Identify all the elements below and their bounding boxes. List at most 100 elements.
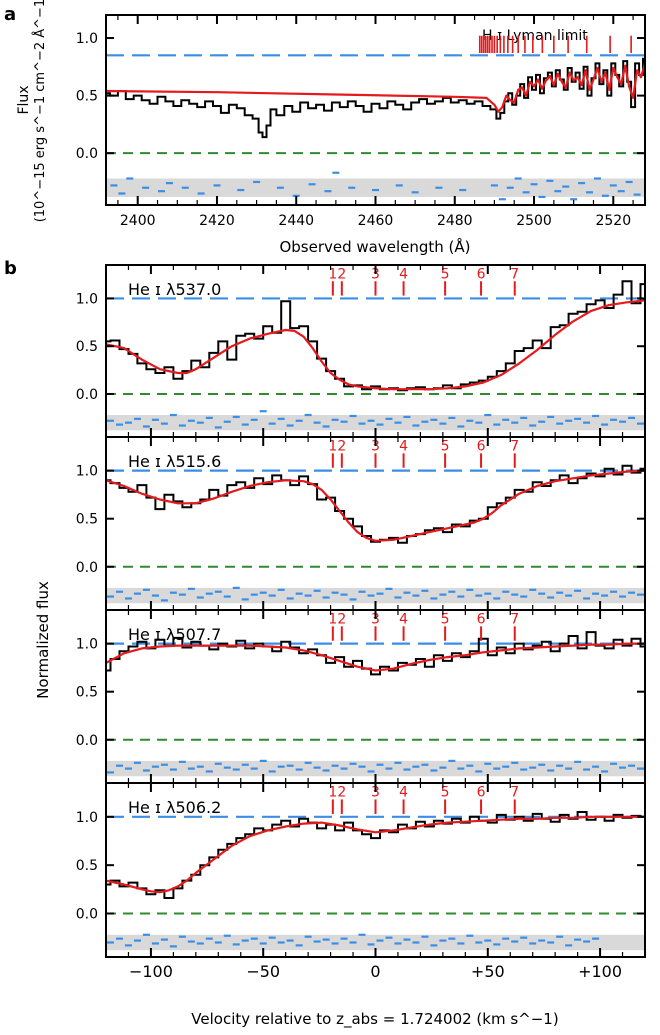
x-tick-label: 2420 (199, 213, 235, 229)
residual-band (106, 587, 645, 604)
panel-a-ylabel-main: Flux (16, 85, 32, 114)
x-tick-label: 2500 (516, 213, 552, 229)
component-label: 1 (328, 785, 337, 801)
residual-band (106, 760, 645, 777)
component-label: 3 (371, 611, 380, 627)
panel-b-ylabel: Normalized flux (34, 581, 52, 699)
subplot-2: 1 2 3 4 5 6 7 He ɪ λ515.6 0.0 0.5 1.0 (76, 436, 646, 611)
model-series (106, 815, 645, 894)
x-tick-label: 2480 (437, 213, 473, 229)
component-label: 7 (510, 438, 519, 454)
model-series (106, 299, 645, 391)
y-tick-label: 0.0 (76, 146, 98, 162)
y-tick-label: 0.0 (76, 560, 98, 576)
y-tick-label: 0.5 (76, 339, 98, 355)
subplot-1: 1 2 3 4 5 6 7 He ɪ λ537.0 0.0 0.5 1.0 (76, 264, 646, 438)
residual-points (106, 933, 600, 948)
residual-band (106, 934, 645, 951)
model-series (106, 642, 645, 672)
component-label: 3 (371, 438, 380, 454)
y-tick-label: 0.5 (76, 685, 98, 701)
y-tick-label: 0.5 (76, 512, 98, 528)
component-label: 7 (510, 785, 519, 801)
panel-b-ylabel-group: Normalized flux (34, 581, 52, 699)
component-label: 5 (441, 438, 450, 454)
lyman-markers (478, 35, 632, 53)
residual-points (106, 759, 645, 774)
subplot-3: 1 2 3 4 5 6 7 He ɪ λ507.7 0.0 0.5 1.0 (76, 609, 646, 784)
component-label: 4 (399, 785, 408, 801)
residual-points (106, 410, 645, 429)
component-label: 2 (337, 438, 346, 454)
line-label: He ɪ λ506.2 (128, 798, 221, 817)
residual-points (106, 586, 645, 602)
model-series (106, 63, 645, 113)
panel-a-ylabel-units: (10^−15 erg s^−1 cm^−2 Å^−1) (32, 0, 48, 222)
component-label: 4 (399, 266, 408, 282)
x-tick-label: +100 (578, 962, 622, 981)
component-label: 1 (328, 266, 337, 282)
x-tick-label: 2520 (595, 213, 631, 229)
line-label: He ɪ λ537.0 (128, 280, 221, 299)
y-tick-label: 1.0 (76, 464, 98, 480)
residual-band (106, 178, 645, 197)
component-label: 6 (477, 438, 486, 454)
model-series (106, 469, 645, 542)
x-tick-label: −100 (129, 962, 173, 981)
component-label: 3 (371, 266, 380, 282)
y-tick-label: 1.0 (76, 291, 98, 307)
component-label: 6 (477, 266, 486, 282)
residual-points (110, 171, 641, 201)
flux-series (106, 57, 645, 139)
component-label: 2 (337, 266, 346, 282)
line-label: He ɪ λ507.7 (128, 625, 221, 644)
component-label: 6 (477, 785, 486, 801)
component-label: 2 (337, 611, 346, 627)
component-label: 5 (441, 266, 450, 282)
component-label: 4 (399, 611, 408, 627)
component-label: 5 (441, 611, 450, 627)
flux-series (106, 631, 645, 676)
panel-a-label: a (4, 4, 16, 25)
subplot-inner (106, 35, 645, 201)
component-label: 7 (510, 611, 519, 627)
component-label: 6 (477, 611, 486, 627)
subplot-4: 1 2 3 4 5 6 7 He ɪ λ506.2 0.0 0.5 1.0 −100 −50 0 +50 +1… (76, 782, 646, 981)
component-label: 4 (399, 438, 408, 454)
x-tick-label: 2460 (358, 213, 394, 229)
component-label: 5 (441, 785, 450, 801)
component-label: 3 (371, 785, 380, 801)
panel-b-xlabel: Velocity relative to z_abs = 1.724002 (k… (191, 1010, 558, 1029)
y-tick-label: 1.0 (76, 31, 98, 47)
line-label: He ɪ λ515.6 (128, 452, 221, 471)
y-tick-label: 0.0 (76, 907, 98, 923)
flux-series (106, 280, 645, 392)
subplot-0: 0.0 0.5 1.0 2400 2420 2440 2460 2480 2500 2520 (76, 14, 646, 229)
panel-a-ylabel-units-group: (10^−15 erg s^−1 cm^−2 Å^−1) (32, 0, 48, 222)
component-label: 2 (337, 785, 346, 801)
y-tick-label: 1.0 (76, 637, 98, 653)
y-tick-label: 0.5 (76, 858, 98, 874)
y-tick-label: 0.0 (76, 387, 98, 403)
y-tick-label: 0.0 (76, 733, 98, 749)
component-label: 1 (328, 611, 337, 627)
x-tick-label: 2400 (120, 213, 156, 229)
residual-band (106, 415, 645, 431)
component-label: 1 (328, 438, 337, 454)
panel-a-ylabel: Flux (16, 85, 32, 114)
x-tick-label: 2440 (278, 213, 314, 229)
component-label: 7 (510, 266, 519, 282)
x-tick-label: 0 (370, 962, 380, 981)
y-tick-label: 0.5 (76, 89, 98, 105)
